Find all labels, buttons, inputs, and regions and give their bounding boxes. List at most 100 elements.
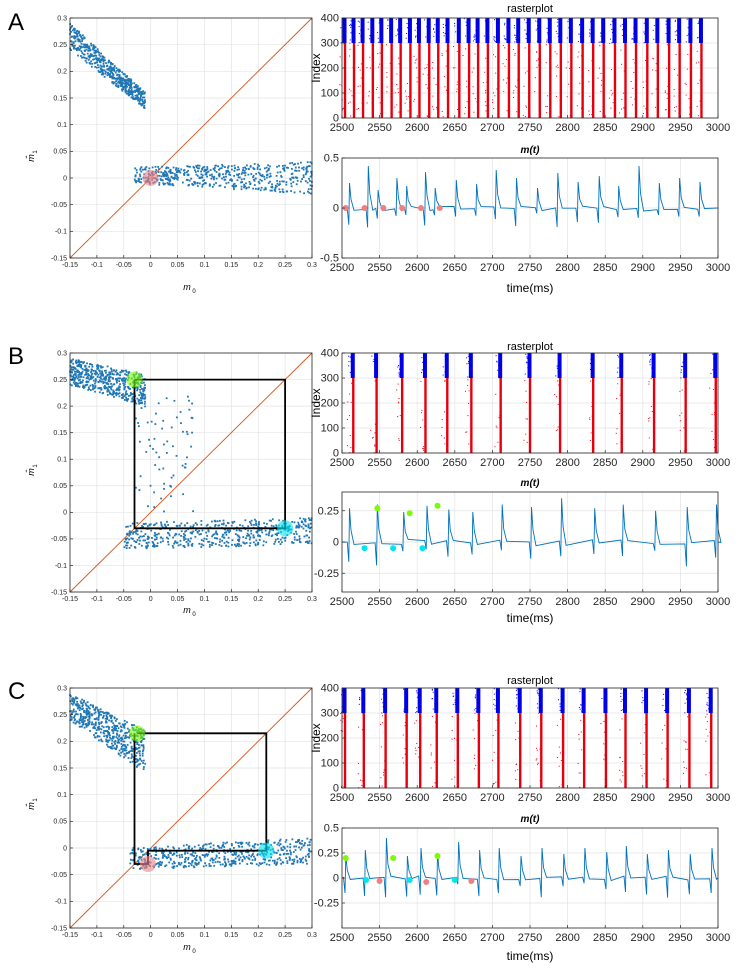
scatter-point [226,841,229,844]
raster-burst-exc [428,43,431,118]
raster-spike [645,704,647,706]
scatter-point [184,524,186,527]
raster-spike [612,25,614,27]
scatter-point [70,375,73,378]
scatter-point [144,168,147,171]
raster-spike [712,353,714,355]
scatter-point [250,529,253,532]
scatter-point [158,183,161,186]
scatter-point [149,847,152,850]
raster-spike [657,25,659,27]
raster-spike [409,102,411,104]
scatter-point [155,854,158,856]
raster-spike [421,357,423,359]
raster-spike [581,707,583,709]
scatter-point [294,849,297,851]
raster-spike [409,24,411,26]
raster-spike [535,759,537,761]
raster-spike [537,58,539,60]
scatter-point [241,860,244,863]
scatter-point [113,369,115,372]
scatter-point [270,535,273,538]
scatter-point [106,64,109,67]
raster-spike [467,415,469,417]
scatter-point [278,180,281,183]
scatter-point [273,861,276,864]
scatter-point [125,399,128,401]
raster-spike [458,59,460,61]
scatter-point [72,721,75,724]
raster-burst-inh [476,688,481,713]
scatter-point [80,50,83,53]
raster-spike [652,58,654,60]
raster-spike [493,688,495,690]
scatter-point [144,533,147,536]
scatter-point [218,519,221,522]
scatter-point [108,728,110,730]
scatter-point [87,710,90,712]
raster-burst-exc [581,43,584,118]
scatter-point [259,174,262,177]
raster-spike [513,27,515,29]
scatter-point [72,358,75,361]
trace-marker [363,877,370,883]
scatter-point [250,519,253,522]
scatter-point [147,537,150,540]
raster-spike [686,18,688,20]
raster-spike [453,737,455,739]
raster-spike [514,770,516,772]
raster-spike [374,365,376,367]
scatter-point [90,371,92,374]
scatter-point [140,744,143,747]
scatter-point [122,379,125,382]
raster-spike [687,703,689,705]
scatter-point [110,76,113,78]
scatter-point [103,56,106,59]
raster-spike [374,445,376,447]
trace-marker [342,205,349,211]
raster-spike [343,19,345,21]
raster-spike [620,358,622,360]
x-tick-label: 2900 [631,262,655,274]
scatter-point [305,525,308,527]
raster-spike [385,44,387,46]
raster-spike [399,415,401,417]
raster-spike [526,361,528,363]
scatter-point [161,851,163,854]
raster-spike [566,37,568,39]
scatter-point [138,752,141,755]
scatter-point [129,93,132,95]
raster-spike [697,36,699,38]
raster-spike [707,735,709,737]
raster-spike [515,764,517,766]
scatter-point [308,849,310,852]
scatter-point [76,48,78,51]
scatter-point [279,543,282,546]
scatter-point [96,706,98,709]
scatter-point [172,474,175,477]
raster-burst-exc [559,43,563,118]
raster-spike [529,365,531,367]
scatter-point [213,864,216,867]
scatter-point [273,851,276,854]
scatter-point [140,90,143,93]
scatter-point [137,96,140,99]
x-tick-label: 2800 [555,262,579,274]
raster-spike [433,77,435,79]
scatter-point [82,387,85,389]
scatter-point [125,390,128,393]
raster-spike [674,31,676,33]
scatter-point [210,177,213,180]
raster-spike [578,772,580,774]
raster-spike [468,22,470,24]
raster-spike [423,19,425,21]
scatter-point [194,863,197,865]
raster-spike [641,767,643,769]
raster-burst-inh [434,688,439,713]
scatter-point [97,66,100,69]
raster-spike [416,67,418,69]
scatter-point [281,190,284,193]
raster-spike [589,440,591,442]
scatter-point [117,753,120,756]
scatter-point [143,106,145,109]
